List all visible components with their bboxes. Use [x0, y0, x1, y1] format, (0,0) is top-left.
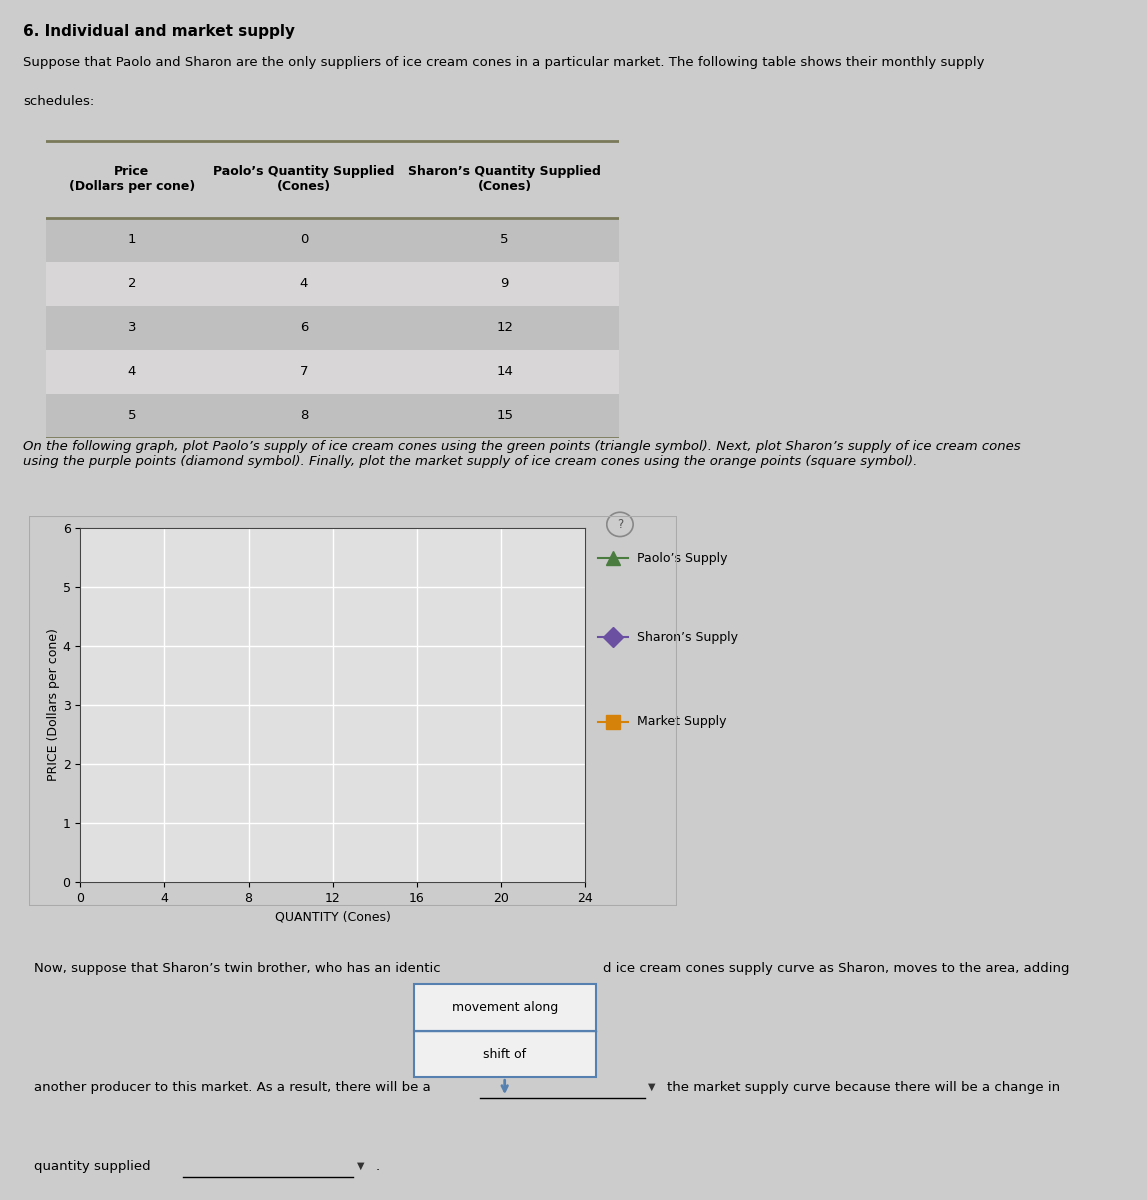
- Y-axis label: PRICE (Dollars per cone): PRICE (Dollars per cone): [47, 629, 60, 781]
- Text: quantity supplied: quantity supplied: [34, 1159, 150, 1172]
- Text: 0: 0: [299, 233, 309, 246]
- Bar: [46, 394, 619, 438]
- Text: movement along: movement along: [452, 1001, 557, 1014]
- Text: Suppose that Paolo and Sharon are the only suppliers of ice cream cones in a par: Suppose that Paolo and Sharon are the on…: [23, 56, 984, 70]
- FancyBboxPatch shape: [414, 984, 595, 1031]
- Text: 4: 4: [299, 277, 309, 290]
- Text: 9: 9: [500, 277, 509, 290]
- Text: .: .: [375, 1159, 380, 1172]
- Text: 5: 5: [127, 409, 136, 422]
- Text: 14: 14: [497, 366, 513, 378]
- Text: d ice cream cones supply curve as Sharon, moves to the area, adding: d ice cream cones supply curve as Sharon…: [603, 962, 1070, 976]
- Bar: [46, 350, 619, 394]
- Text: 2: 2: [127, 277, 136, 290]
- Text: ?: ?: [617, 518, 623, 530]
- FancyBboxPatch shape: [414, 1031, 595, 1078]
- Text: 3: 3: [127, 322, 136, 335]
- Bar: [46, 262, 619, 306]
- Text: Paolo’s Quantity Supplied
(Cones): Paolo’s Quantity Supplied (Cones): [213, 166, 395, 193]
- Text: another producer to this market. As a result, there will be a: another producer to this market. As a re…: [34, 1081, 431, 1093]
- Text: 6: 6: [299, 322, 309, 335]
- Text: Paolo’s Supply: Paolo’s Supply: [637, 552, 727, 565]
- Text: 4: 4: [127, 366, 136, 378]
- Text: 8: 8: [299, 409, 309, 422]
- Text: shift of: shift of: [483, 1048, 526, 1061]
- Text: On the following graph, plot Paolo’s supply of ice cream cones using the green p: On the following graph, plot Paolo’s sup…: [23, 440, 1021, 468]
- Text: 6. Individual and market supply: 6. Individual and market supply: [23, 24, 295, 38]
- Text: 5: 5: [500, 233, 509, 246]
- Text: Price
(Dollars per cone): Price (Dollars per cone): [69, 166, 195, 193]
- Text: 7: 7: [299, 366, 309, 378]
- Text: ▼: ▼: [357, 1162, 364, 1171]
- Text: the market supply curve because there will be a change in: the market supply curve because there wi…: [668, 1081, 1060, 1093]
- Text: Now, suppose that Sharon’s twin brother, who has an identic: Now, suppose that Sharon’s twin brother,…: [34, 962, 440, 976]
- Text: 12: 12: [497, 322, 513, 335]
- Text: 1: 1: [127, 233, 136, 246]
- X-axis label: QUANTITY (Cones): QUANTITY (Cones): [274, 911, 391, 923]
- Text: 15: 15: [497, 409, 513, 422]
- Text: Sharon’s Quantity Supplied
(Cones): Sharon’s Quantity Supplied (Cones): [408, 166, 601, 193]
- Text: schedules:: schedules:: [23, 95, 94, 108]
- Text: Market Supply: Market Supply: [637, 715, 726, 728]
- Bar: [46, 306, 619, 350]
- Bar: [46, 217, 619, 262]
- Text: Sharon’s Supply: Sharon’s Supply: [637, 631, 738, 644]
- Text: ▼: ▼: [648, 1082, 656, 1092]
